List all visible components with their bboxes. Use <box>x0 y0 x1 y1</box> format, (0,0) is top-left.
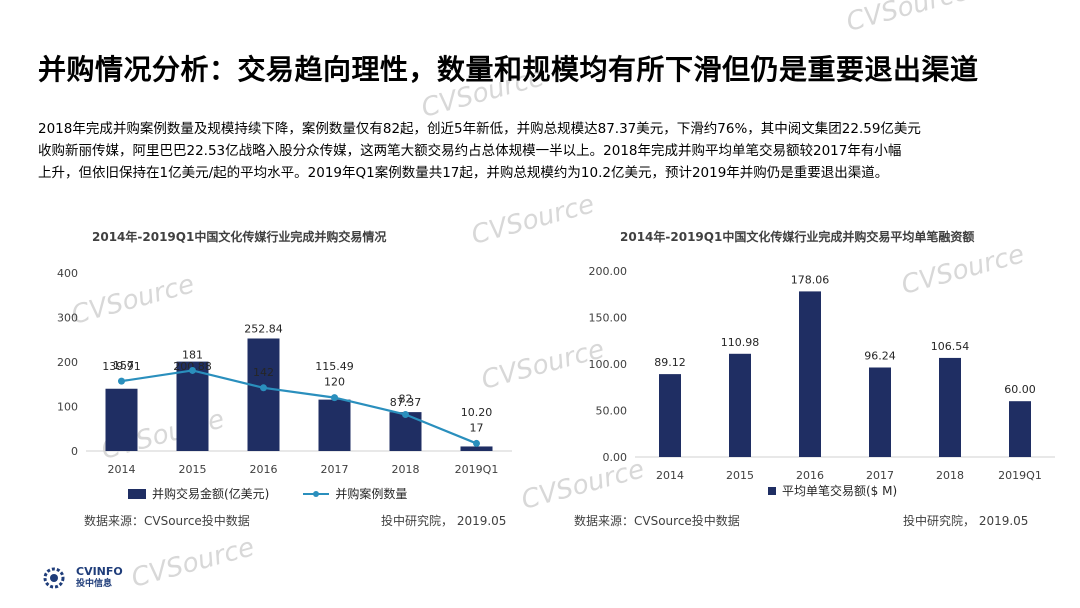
bar <box>869 367 891 457</box>
bar <box>318 399 351 451</box>
line-series-path <box>121 369 477 445</box>
legend-line-label: 并购案例数量 <box>335 487 408 501</box>
bar <box>105 388 138 451</box>
left-chart-title: 2014年-2019Q1中国文化传媒行业完成并购交易情况 <box>92 230 387 244</box>
bar-value-label: 115.49 <box>315 360 354 373</box>
x-tick-label: 2015 <box>726 469 754 482</box>
bar <box>247 338 280 451</box>
y-tick-label: 100.00 <box>589 358 628 371</box>
logo-text: CVINFO <box>76 565 123 578</box>
bar <box>799 291 821 457</box>
page-title: 并购情况分析：交易趋向理性，数量和规模均有所下滑但仍是重要退出渠道 <box>38 53 979 86</box>
x-tick-label: 2017 <box>866 469 894 482</box>
bar-value-label: 89.12 <box>654 356 686 369</box>
right-chart-title: 2014年-2019Q1中国文化传媒行业完成并购交易平均单笔融资额 <box>620 230 975 244</box>
bar-value-label: 139.91 <box>102 360 141 373</box>
bar <box>176 361 209 451</box>
x-tick-label: 2019Q1 <box>998 469 1042 482</box>
line-point <box>118 377 125 385</box>
cvinfo-logo-icon <box>43 567 65 589</box>
watermark: CVSource <box>843 0 973 38</box>
bar-value-label: 252.84 <box>244 322 283 335</box>
bar <box>659 374 681 457</box>
summary-line: 收购新丽传媒，阿里巴巴22.53亿战略入股分众传媒，这两笔大额交易约占总体规模一… <box>38 143 902 159</box>
bar-value-label: 96.24 <box>864 349 896 362</box>
y-tick-label: 0.00 <box>603 451 628 464</box>
bar <box>460 446 493 451</box>
line-value-label: 142 <box>253 366 274 379</box>
y-tick-label: 300 <box>57 312 78 325</box>
y-tick-label: 100 <box>57 401 78 414</box>
x-tick-label: 2019Q1 <box>455 463 499 476</box>
bar-value-label: 110.98 <box>721 336 760 349</box>
left-source: 数据来源：CVSource投中数据 <box>84 514 250 528</box>
right-source: 数据来源：CVSource投中数据 <box>574 514 740 528</box>
bar-value-label: 60.00 <box>1004 383 1036 396</box>
line-point <box>331 394 338 402</box>
logo: CVINFO 投中信息 <box>43 565 123 590</box>
bar-value-label: 10.20 <box>461 406 493 419</box>
left-chart: 0 100 200 300 400 2014 2015 2016 2017 2018 2019Q1 1… <box>57 267 512 476</box>
right-chart: 0.00 50.00 100.00 150.00 200.00 2014 2015 2016 2… <box>589 265 1055 482</box>
legend-bar-label: 平均单笔交易额($ M) <box>782 484 898 498</box>
legend-bar-swatch <box>128 488 146 499</box>
summary-line: 上升，但依旧保持在1亿美元/起的平均水平。2019年Q1案例数量共17起，并购总… <box>38 165 889 181</box>
line-value-label: 17 <box>470 421 484 434</box>
bar <box>939 357 961 457</box>
bar <box>1009 401 1031 457</box>
line-value-label: 120 <box>324 376 345 389</box>
x-tick-label: 2016 <box>250 463 278 476</box>
bar-value-label: 178.06 <box>791 273 830 286</box>
watermark: CVSource <box>128 532 258 594</box>
legend-bar-swatch <box>768 486 776 495</box>
y-tick-label: 150.00 <box>589 312 628 325</box>
y-tick-label: 400 <box>57 267 78 280</box>
left-institute: 投中研究院， 2019.05 <box>381 514 507 528</box>
bar-value-label: 87.37 <box>390 396 422 409</box>
x-tick-label: 2017 <box>321 463 349 476</box>
legend-line-swatch <box>303 490 330 497</box>
line-value-label: 181 <box>182 348 203 361</box>
legend-bar-label: 并购交易金额(亿美元) <box>152 487 270 501</box>
right-legend: 平均单笔交易额($ M) <box>768 482 897 499</box>
y-tick-label: 200.00 <box>589 265 628 278</box>
line-point <box>189 366 196 374</box>
line-point <box>473 439 480 447</box>
y-tick-label: 50.00 <box>596 405 628 418</box>
y-tick-label: 200 <box>57 356 78 369</box>
right-institute: 投中研究院， 2019.05 <box>903 514 1029 528</box>
left-legend: 并购交易金额(亿美元) 并购案例数量 <box>128 485 407 502</box>
line-point <box>402 411 409 419</box>
bar <box>729 353 751 457</box>
line-value-label: 157 <box>113 359 134 372</box>
summary-paragraph: 2018年完成并购案例数量及规模持续下降，案例数量仅有82起，创近5年新低，并购… <box>38 118 1043 184</box>
line-point <box>260 384 267 392</box>
watermark: CVSource <box>468 189 598 251</box>
bar-value-label: 106.54 <box>931 340 970 353</box>
logo-text-cn: 投中信息 <box>76 579 113 589</box>
y-tick-label: 0 <box>71 445 78 458</box>
x-tick-label: 2018 <box>936 469 964 482</box>
x-tick-label: 2014 <box>108 463 136 476</box>
x-tick-label: 2016 <box>796 469 824 482</box>
summary-line: 2018年完成并购案例数量及规模持续下降，案例数量仅有82起，创近5年新低，并购… <box>38 121 921 137</box>
line-value-label: 82 <box>399 393 413 406</box>
bar-value-label: 200.88 <box>173 360 212 373</box>
x-tick-label: 2018 <box>392 463 420 476</box>
x-tick-label: 2015 <box>179 463 207 476</box>
x-tick-label: 2014 <box>656 469 684 482</box>
